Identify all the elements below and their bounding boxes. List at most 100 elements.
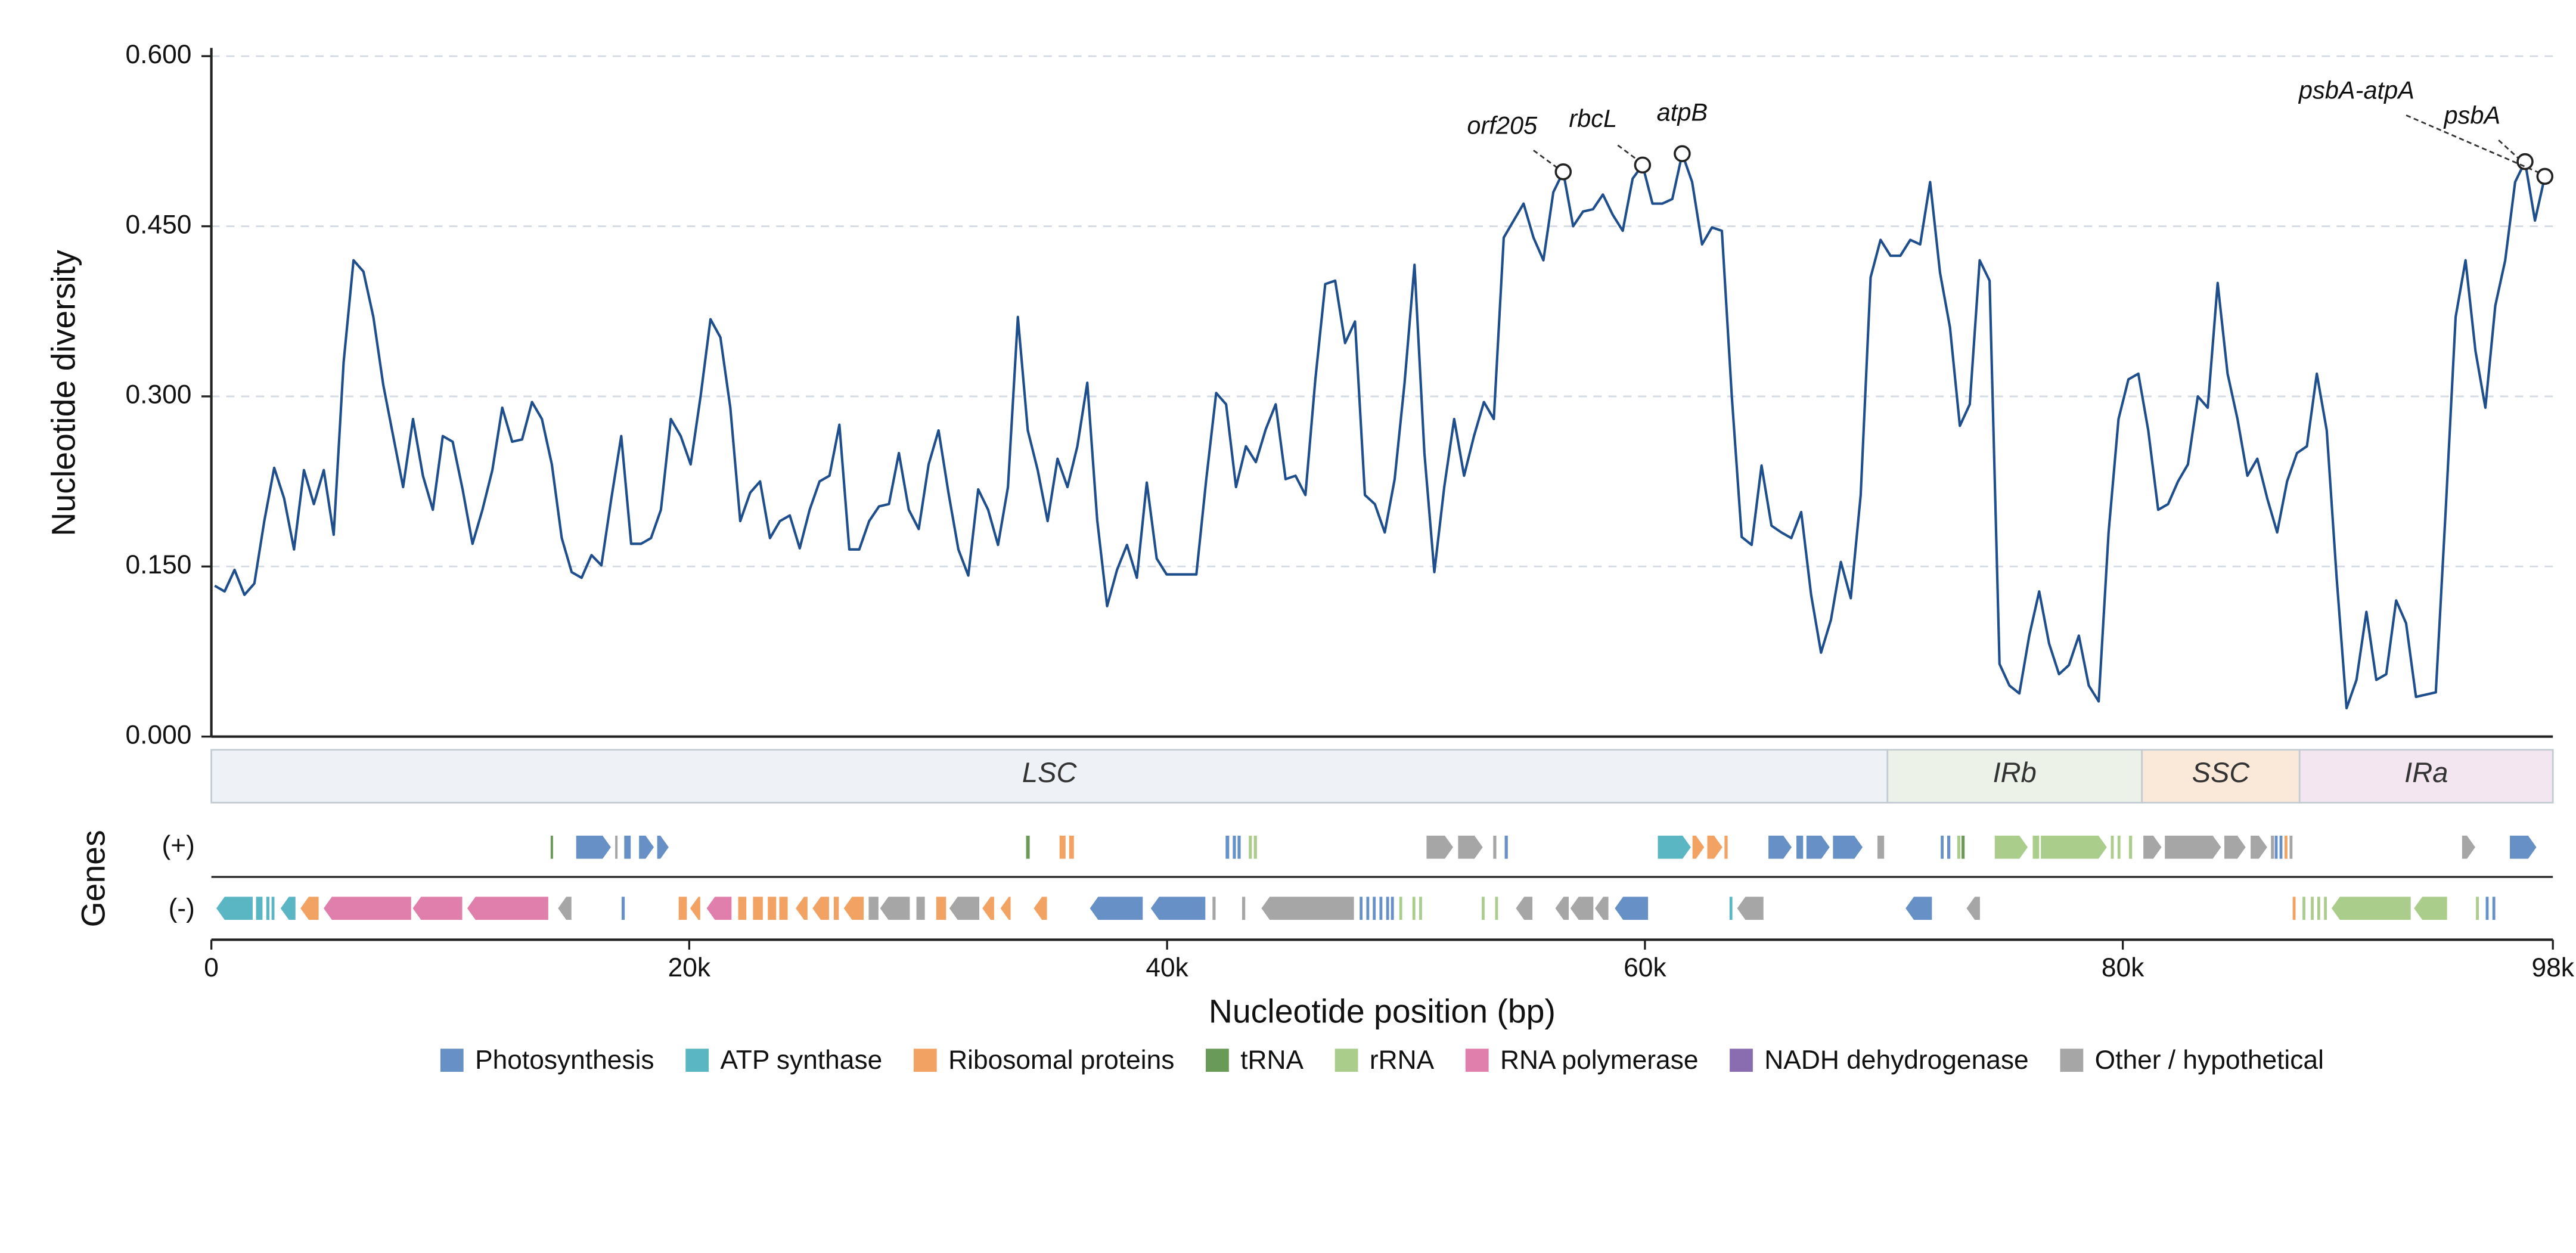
region-label: IRa <box>2404 756 2448 788</box>
gene <box>615 835 618 859</box>
gene <box>1419 897 1422 920</box>
gene <box>1905 897 1932 920</box>
annotation-label: rbcL <box>1569 104 1617 132</box>
gene <box>2041 835 2107 859</box>
gene <box>1090 897 1143 920</box>
gene <box>576 835 611 859</box>
gene <box>467 897 548 920</box>
y-tick-label: 0.600 <box>125 40 191 69</box>
gene <box>2476 897 2479 920</box>
gene <box>1495 897 1498 920</box>
gene <box>1504 835 1508 859</box>
plus-strand-label: (+) <box>162 831 195 860</box>
region-label: SSC <box>2192 756 2251 788</box>
gene <box>2414 897 2447 920</box>
x-tick-label: 0 <box>204 953 219 982</box>
x-axis-title: Nucleotide position (bp) <box>1209 993 1556 1030</box>
legend-swatch <box>913 1049 937 1072</box>
annotation-leader <box>1617 144 1638 161</box>
gene <box>266 897 270 920</box>
gene <box>2332 897 2411 920</box>
gene <box>2324 897 2327 920</box>
gene <box>624 835 631 859</box>
gene <box>1724 835 1728 859</box>
annotation-marker <box>1554 163 1572 181</box>
legend-label: rRNA <box>1370 1046 1435 1075</box>
gene <box>1994 835 2028 859</box>
gene <box>2032 835 2040 859</box>
gene <box>2129 835 2133 859</box>
legend-swatch <box>1730 1049 1753 1072</box>
gene <box>2143 835 2162 859</box>
gene <box>1366 897 1370 920</box>
gene <box>738 897 747 920</box>
y-tick-label: 0.150 <box>125 550 191 579</box>
x-tick-label: 40k <box>1146 953 1188 982</box>
legend-swatch <box>685 1049 709 1072</box>
gene-track-title: Genes <box>75 830 111 927</box>
legend-swatch <box>1465 1049 1489 1072</box>
region-band <box>210 749 1889 804</box>
gene <box>833 897 839 920</box>
y-axis-title: Nucleotide diversity <box>45 250 82 536</box>
legend-swatch <box>1334 1049 1358 1072</box>
gene <box>1615 897 1649 920</box>
annotation-label: orf205 <box>1467 111 1538 139</box>
gene <box>753 897 763 920</box>
legend-item: Photosynthesis <box>440 1046 654 1075</box>
annotation-label: psbA <box>2443 101 2501 129</box>
gene <box>2492 897 2496 920</box>
gene <box>1729 897 1733 920</box>
gene <box>2311 897 2314 920</box>
gene <box>639 835 654 859</box>
region-label: IRb <box>1993 756 2037 788</box>
gene <box>1692 835 1705 859</box>
legend-label: Ribosomal proteins <box>948 1046 1174 1075</box>
gene <box>678 897 687 920</box>
gene <box>1059 835 1066 859</box>
gene <box>1833 835 1863 859</box>
gene <box>412 897 463 920</box>
region-band <box>2298 749 2554 804</box>
gene <box>1426 835 1453 859</box>
gene <box>1212 897 1216 920</box>
gene <box>812 897 829 920</box>
gene <box>2285 835 2288 859</box>
gene <box>868 897 879 920</box>
x-tick-label: 20k <box>668 953 711 982</box>
gene <box>1966 897 1980 920</box>
annotation-leader <box>2498 139 2519 159</box>
gene <box>768 897 777 920</box>
gene <box>271 897 275 920</box>
legend-label: Photosynthesis <box>475 1046 654 1075</box>
legend-item: ATP synthase <box>685 1046 882 1075</box>
gene <box>1493 835 1497 859</box>
gene <box>1482 897 1485 920</box>
gene <box>550 835 553 859</box>
legend-label: NADH dehydrogenase <box>1764 1046 2028 1075</box>
gene <box>1412 897 1416 920</box>
legend-item: rRNA <box>1334 1046 1435 1075</box>
gene <box>1947 835 1951 859</box>
legend-swatch <box>440 1049 464 1072</box>
annotation-leader <box>1533 150 1559 169</box>
y-tick-label: 0.000 <box>125 720 191 749</box>
region-label: LSC <box>1022 756 1078 788</box>
gene <box>558 897 572 920</box>
gene <box>1957 835 1961 859</box>
gene <box>1379 897 1383 920</box>
annotation-marker <box>2516 153 2534 170</box>
gene <box>1391 897 1394 920</box>
gene <box>2317 897 2320 920</box>
legend-item: Other / hypothetical <box>2060 1046 2324 1075</box>
gene <box>2510 835 2537 859</box>
y-tick-label: 0.450 <box>125 210 191 239</box>
legend-item: Ribosomal proteins <box>913 1046 1174 1075</box>
gene <box>2274 835 2278 859</box>
legend-item: tRNA <box>1206 1046 1304 1075</box>
legend-item: RNA polymerase <box>1465 1046 1698 1075</box>
gene <box>1237 835 1241 859</box>
gene <box>2462 835 2475 859</box>
gene <box>796 897 808 920</box>
